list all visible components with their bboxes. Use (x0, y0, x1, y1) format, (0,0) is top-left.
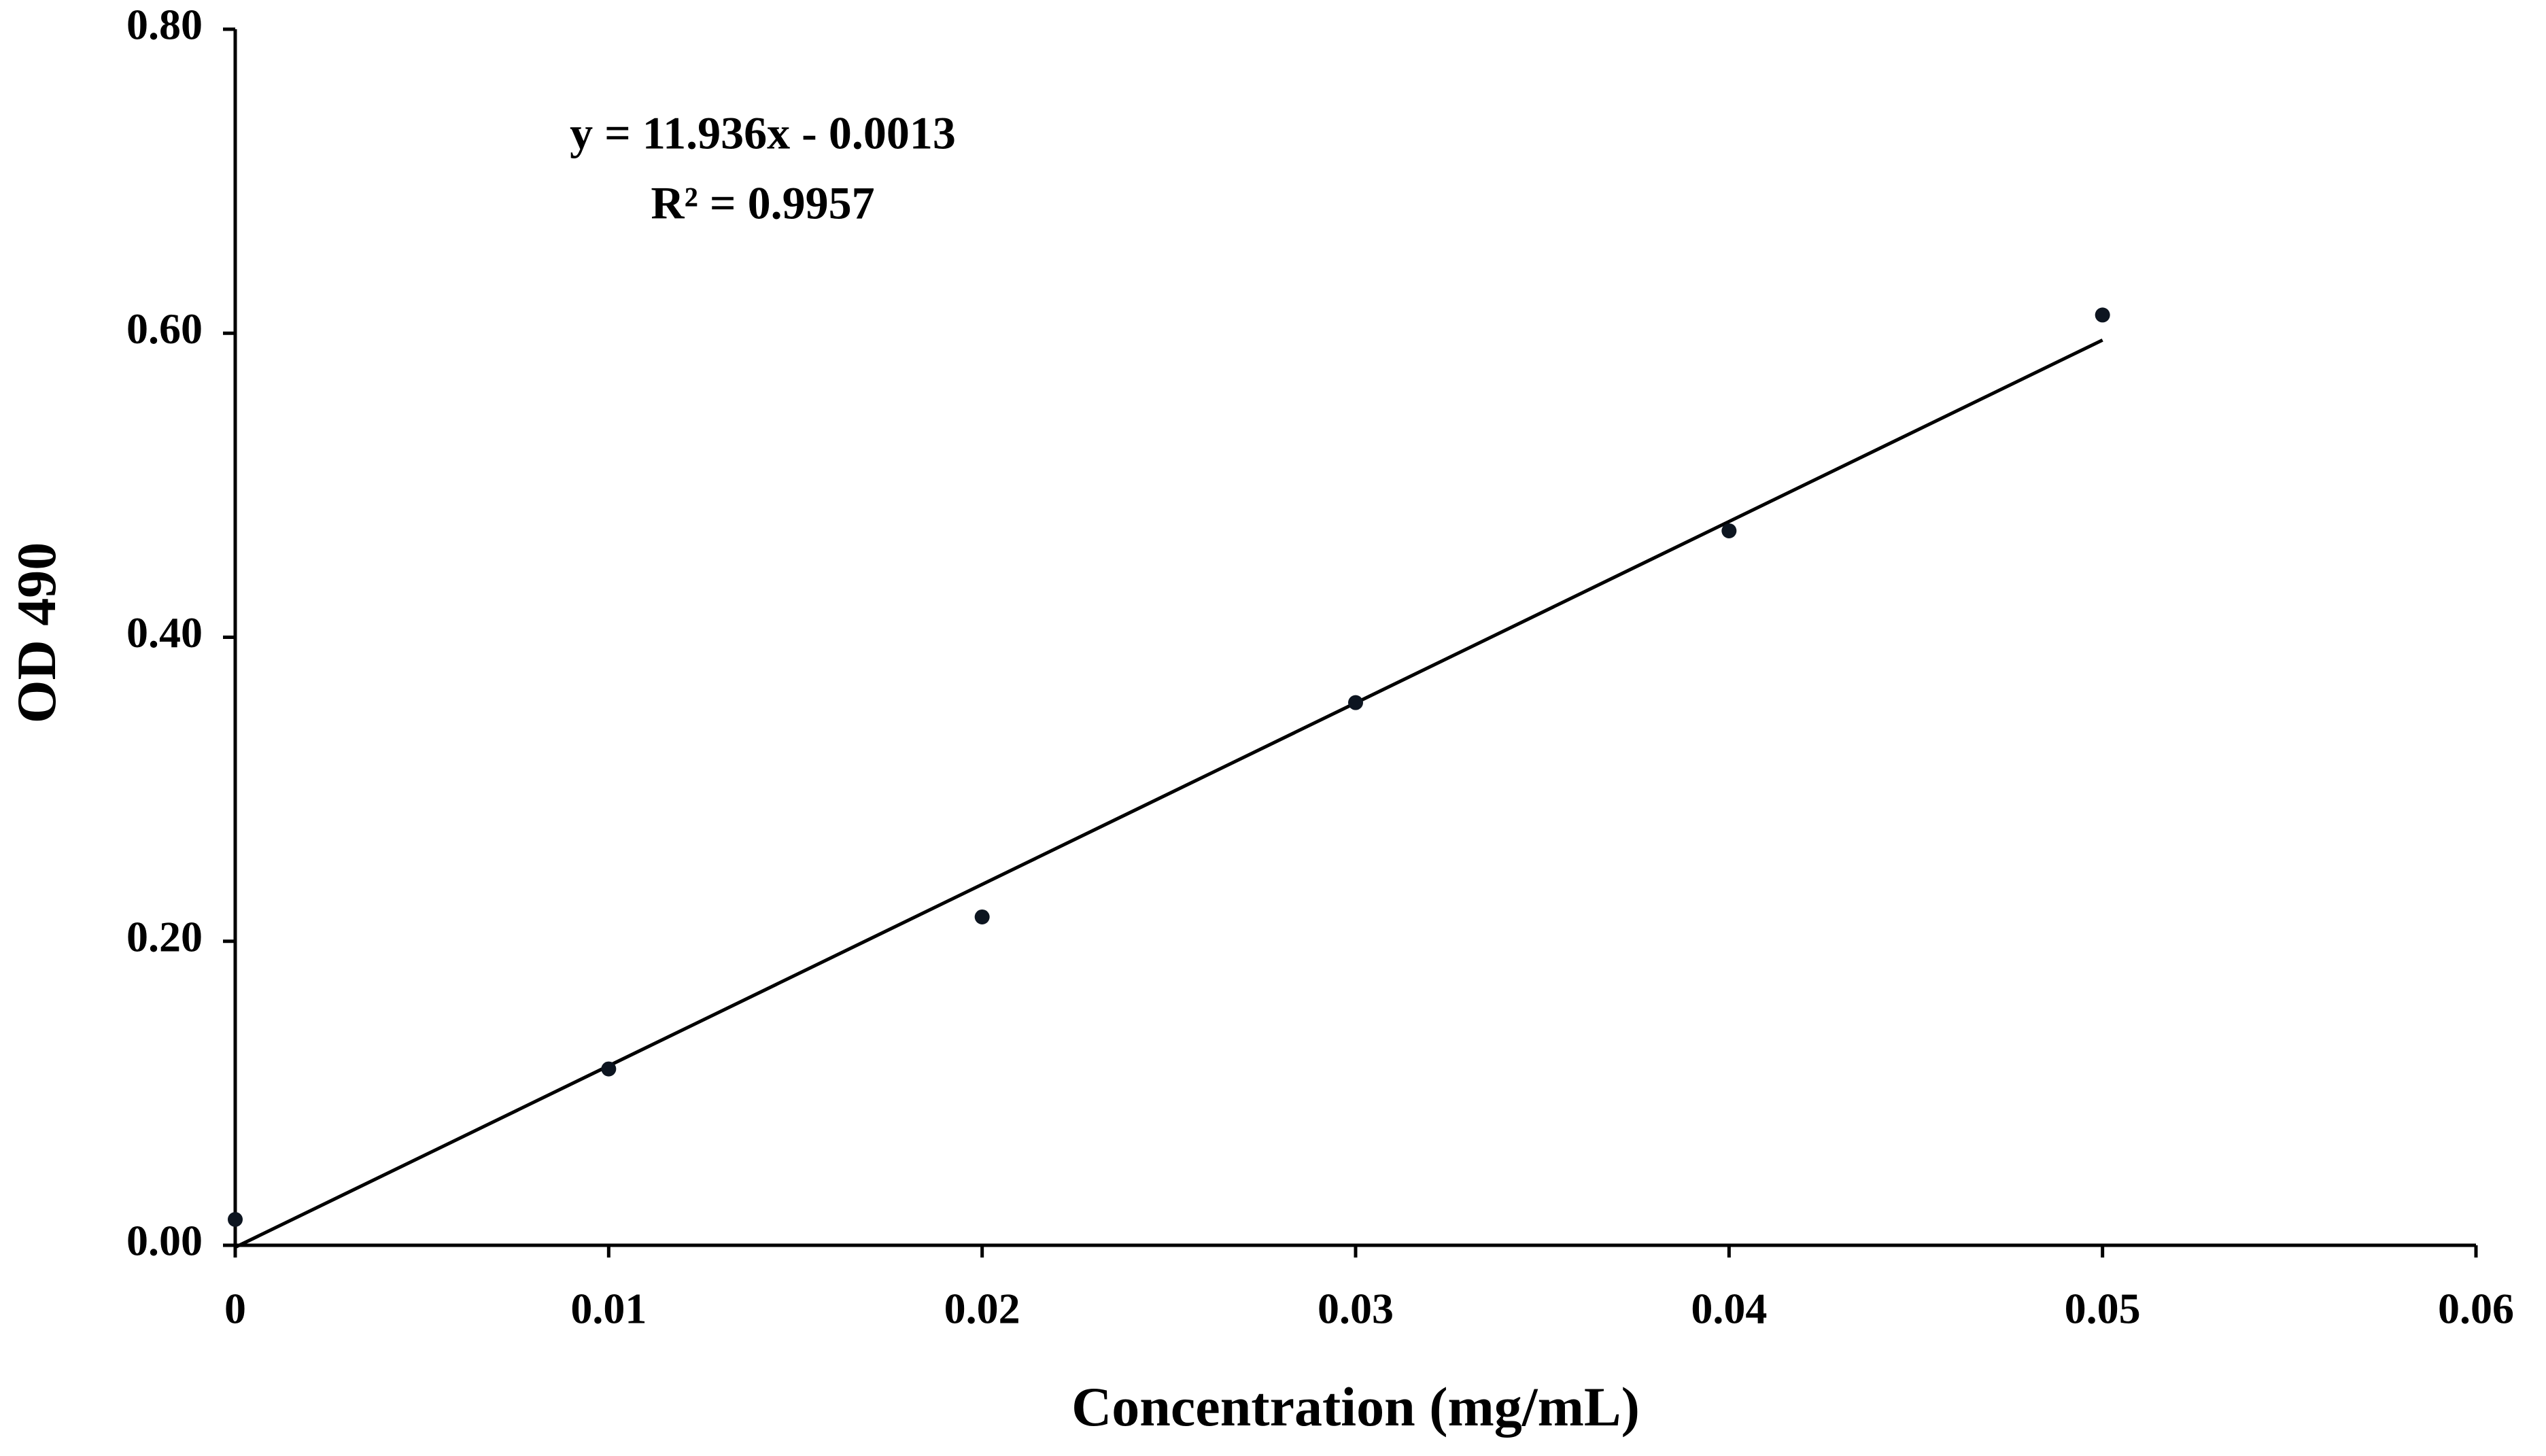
x-tick-label: 0.05 (2065, 1285, 2141, 1333)
point (2095, 307, 2110, 323)
y-tick-label: 0.40 (126, 608, 203, 657)
point (974, 909, 990, 924)
r-squared: R² = 0.9957 (651, 177, 874, 229)
x-tick-label: 0 (224, 1285, 246, 1333)
y-tick-label: 0.20 (126, 912, 203, 960)
equation: y = 11.936x - 0.0013 (570, 107, 956, 159)
point (1721, 523, 1737, 538)
x-tick-label: 0.02 (944, 1285, 1020, 1333)
x-tick-label: 0.06 (2438, 1285, 2514, 1333)
point (228, 1211, 243, 1227)
x-tick-label: 0.03 (1318, 1285, 1394, 1333)
y-axis-title: OD 490 (5, 542, 67, 724)
trendline (234, 339, 2103, 1249)
y-tick-label: 0.00 (126, 1217, 203, 1265)
y-tick-label: 0.60 (126, 305, 203, 353)
y-tick-label: 0.80 (126, 1, 203, 49)
x-tick-label: 0.01 (570, 1285, 647, 1333)
point (601, 1061, 617, 1077)
x-tick-label: 0.04 (1691, 1285, 1767, 1333)
point (1348, 695, 1363, 710)
x-axis-title: Concentration (mg/mL) (1071, 1376, 1640, 1438)
